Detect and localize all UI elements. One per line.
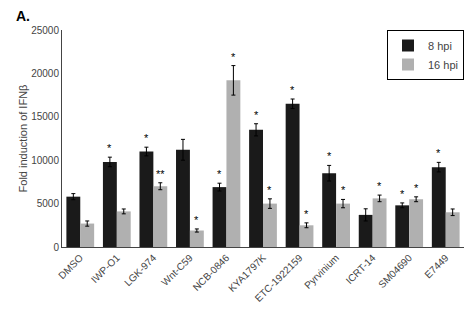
svg-text:*: *: [254, 109, 259, 121]
svg-text:*: *: [327, 150, 332, 162]
svg-text:*: *: [341, 184, 346, 196]
svg-text:*: *: [217, 168, 222, 180]
svg-text:*: *: [304, 208, 309, 220]
svg-text:0: 0: [53, 242, 59, 253]
svg-text:*: *: [194, 214, 199, 226]
svg-text:16 hpi: 16 hpi: [428, 59, 458, 71]
svg-text:Wnt-C59: Wnt-C59: [159, 252, 195, 288]
svg-text:DMSO: DMSO: [56, 252, 85, 281]
svg-text:SM04690: SM04690: [376, 252, 414, 290]
svg-text:A.: A.: [16, 8, 30, 24]
svg-text:*: *: [377, 180, 382, 192]
svg-text:KYA1797K: KYA1797K: [226, 252, 268, 294]
svg-text:10000: 10000: [31, 155, 59, 166]
svg-text:*: *: [290, 84, 295, 96]
svg-text:*: *: [400, 188, 405, 200]
svg-text:*: *: [107, 142, 112, 154]
svg-text:8 hpi: 8 hpi: [428, 40, 452, 52]
svg-text:Fold induction of IFNβ: Fold induction of IFNβ: [17, 85, 29, 193]
svg-text:ICRT-14: ICRT-14: [344, 252, 378, 286]
svg-text:5000: 5000: [37, 198, 60, 209]
svg-text:IWP-O1: IWP-O1: [89, 252, 122, 285]
svg-text:*: *: [144, 132, 149, 144]
svg-text:15000: 15000: [31, 111, 59, 122]
svg-text:*: *: [231, 51, 236, 63]
svg-text:ETC-1922159: ETC-1922159: [253, 252, 305, 304]
svg-text:20000: 20000: [31, 68, 59, 79]
svg-text:*: *: [267, 184, 272, 196]
svg-text:**: **: [156, 168, 165, 180]
svg-text:*: *: [414, 182, 419, 194]
svg-text:25000: 25000: [31, 25, 59, 36]
svg-text:Pyrvinium: Pyrvinium: [302, 252, 341, 291]
svg-text:LGK-974: LGK-974: [122, 252, 158, 288]
svg-text:E7449: E7449: [422, 252, 451, 281]
svg-text:*: *: [436, 147, 441, 159]
svg-text:NCB-0846: NCB-0846: [191, 252, 232, 293]
